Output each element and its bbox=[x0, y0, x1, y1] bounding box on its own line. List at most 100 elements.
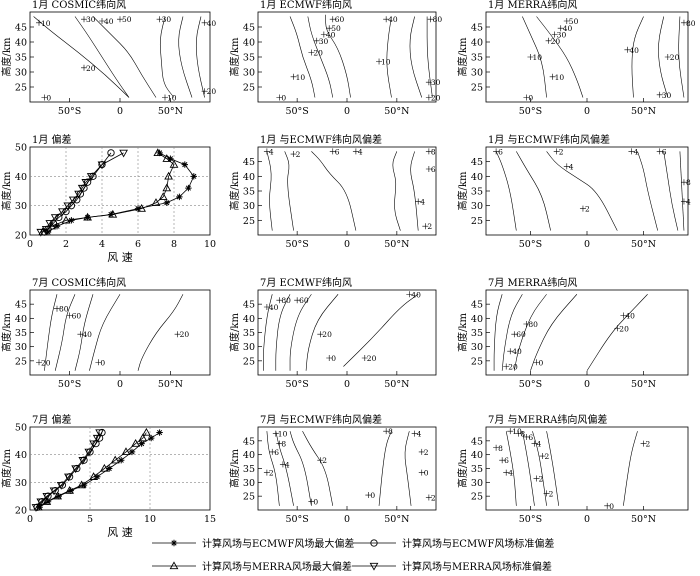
p1-contour-label: 40 bbox=[207, 19, 217, 28]
p1-contour-mark bbox=[81, 64, 87, 71]
legend-marker bbox=[370, 539, 378, 547]
p10-point bbox=[65, 486, 74, 494]
p3-contour-mark bbox=[557, 25, 564, 32]
p2-contour-line bbox=[289, 16, 316, 98]
p6-ytick-label: 40 bbox=[471, 172, 483, 183]
p5-ytick-label: 35 bbox=[243, 187, 255, 198]
p2-contour-label: 20 bbox=[431, 94, 441, 103]
legend-marker bbox=[369, 562, 379, 571]
p3-contour-mark bbox=[656, 91, 663, 98]
p2-contour-mark bbox=[425, 79, 432, 86]
p10-point bbox=[36, 498, 46, 507]
p2-ytick-label: 25 bbox=[243, 83, 255, 94]
p4-point bbox=[190, 173, 197, 180]
p6-xtick-label: 50°S bbox=[519, 239, 542, 250]
p5-contour-line bbox=[392, 151, 401, 231]
p7-contour-line bbox=[44, 294, 58, 371]
p9-contour-label: 60 bbox=[516, 330, 526, 339]
p3-contour-mark bbox=[563, 18, 570, 24]
p11-ytick-label: 35 bbox=[243, 464, 255, 475]
p5-contour-mark bbox=[263, 148, 270, 155]
p4-xtick-label: 2 bbox=[63, 239, 69, 250]
p6-contour-label: 2 bbox=[559, 147, 564, 156]
p11-contour-label: 0 bbox=[424, 469, 429, 478]
p10-ylabel: 高度/km bbox=[0, 449, 13, 488]
p4-point bbox=[134, 205, 142, 212]
p1-contour-mark bbox=[81, 16, 87, 23]
p3-contour-label: 40 bbox=[563, 24, 573, 33]
p4-point bbox=[162, 183, 172, 192]
p1-contour-label: 30 bbox=[86, 15, 96, 24]
p7-contour-mark bbox=[77, 331, 84, 338]
p6-contour-label: 6 bbox=[498, 147, 503, 156]
p4-point bbox=[50, 214, 60, 223]
p2-contour-mark bbox=[290, 73, 297, 80]
p12-contour-line bbox=[546, 431, 560, 506]
p10-point bbox=[78, 457, 88, 465]
p8-ytick-label: 35 bbox=[243, 328, 255, 339]
p2-contour-line bbox=[426, 16, 433, 98]
p8-ytick-label: 30 bbox=[243, 342, 255, 353]
p4-point bbox=[53, 223, 61, 230]
p11-contour-label: 4 bbox=[417, 430, 422, 439]
p11-xtick-label: 50°S bbox=[285, 514, 308, 525]
p11-contour-label: 2 bbox=[424, 448, 429, 457]
p3-contour-mark bbox=[624, 46, 631, 53]
p8-contour-mark bbox=[361, 355, 368, 361]
p7-title: 7月 COSMIC纬向风 bbox=[32, 276, 126, 289]
p4-xlabel: 风 速 bbox=[107, 251, 133, 264]
p4-point bbox=[169, 159, 179, 168]
p3-contour-label: 10 bbox=[532, 53, 542, 62]
p5-contour-mark bbox=[415, 198, 422, 205]
p10-point bbox=[98, 428, 106, 437]
p9-xtick-label: 0 bbox=[584, 379, 590, 390]
p3-contour-label: 40 bbox=[629, 46, 639, 55]
p11-contour-line bbox=[378, 431, 392, 506]
p4-xtick-label: 6 bbox=[135, 239, 141, 250]
p6-contour-line bbox=[516, 151, 551, 231]
p8-contour-label: 40 bbox=[269, 303, 279, 312]
p12-xtick-label: 50°S bbox=[519, 514, 542, 525]
p10-point bbox=[142, 427, 151, 436]
p8-ytick-label: 45 bbox=[243, 300, 255, 311]
p1-contour-label: 0 bbox=[46, 94, 51, 103]
p5-contour-label: 4 bbox=[420, 198, 425, 207]
p10-point bbox=[156, 429, 163, 436]
p1-contour-mark bbox=[201, 19, 208, 26]
p6-contour-line bbox=[679, 151, 685, 231]
p12-contour-label: 8 bbox=[520, 430, 525, 439]
p4-point bbox=[81, 179, 91, 187]
p9-contour-mark bbox=[503, 363, 510, 370]
p11-title: 7月 与ECMWF纬向风偏差 bbox=[260, 413, 382, 426]
p6-xtick-label: 50°N bbox=[631, 239, 656, 250]
p11-contour-line bbox=[404, 431, 412, 506]
p8-ylabel: 高度/km bbox=[228, 313, 241, 352]
p3-ytick-label: 25 bbox=[471, 83, 483, 94]
p10-point bbox=[94, 473, 101, 480]
p2-contour-label: 10 bbox=[296, 73, 306, 82]
p10-point bbox=[121, 447, 131, 456]
p8-title: 7月 ECMWF纬向风 bbox=[260, 276, 352, 289]
p5-contour-line bbox=[410, 151, 419, 231]
p11-contour-mark bbox=[411, 430, 418, 437]
p10-series-0 bbox=[36, 429, 163, 511]
p3-xtick-label: 50°S bbox=[519, 106, 542, 117]
p10-ytick-label: 20 bbox=[15, 506, 27, 517]
p11-ylabel: 高度/km bbox=[228, 449, 241, 488]
p6-ytick-label: 25 bbox=[471, 216, 483, 227]
p2-contour-line bbox=[307, 16, 334, 98]
p5-contour-mark bbox=[425, 166, 432, 172]
p11-contour-label: 6 bbox=[274, 448, 279, 457]
p2-contour-mark bbox=[427, 16, 434, 23]
p3-contour-label: 0 bbox=[528, 94, 533, 103]
p2-contour-label: 30 bbox=[431, 78, 441, 87]
p10-xtick-label: 15 bbox=[204, 514, 216, 525]
p2-contour-mark bbox=[308, 49, 315, 56]
p11-contour-mark bbox=[425, 494, 432, 501]
p4-point bbox=[108, 209, 118, 218]
p2-contour-mark bbox=[326, 25, 333, 32]
p11-contour-label: 0 bbox=[370, 491, 375, 500]
p3-contour-mark bbox=[527, 54, 534, 60]
p11-contour-label: 4 bbox=[285, 460, 290, 469]
